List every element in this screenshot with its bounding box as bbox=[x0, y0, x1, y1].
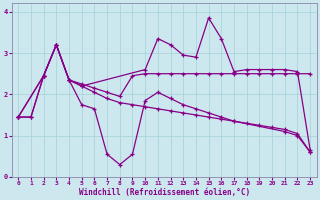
X-axis label: Windchill (Refroidissement éolien,°C): Windchill (Refroidissement éolien,°C) bbox=[79, 188, 250, 197]
